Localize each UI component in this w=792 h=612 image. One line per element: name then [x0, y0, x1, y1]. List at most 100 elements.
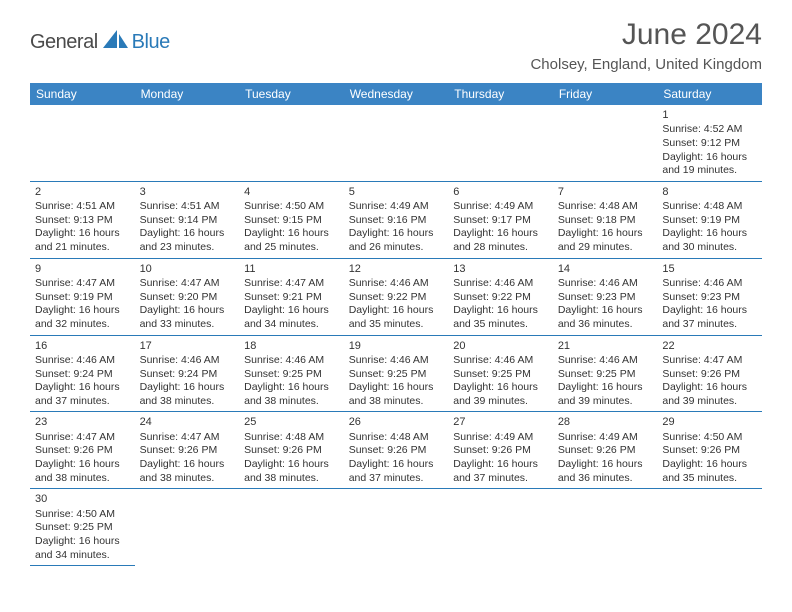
sunset-line: Sunset: 9:22 PM	[349, 291, 444, 305]
calendar-cell: 24Sunrise: 4:47 AMSunset: 9:26 PMDayligh…	[135, 412, 240, 489]
month-title: June 2024	[530, 18, 762, 52]
calendar-body: 1Sunrise: 4:52 AMSunset: 9:12 PMDaylight…	[30, 105, 762, 566]
sunset-line: Sunset: 9:18 PM	[558, 214, 653, 228]
calendar-cell: 22Sunrise: 4:47 AMSunset: 9:26 PMDayligh…	[657, 335, 762, 412]
sunset-line: Sunset: 9:20 PM	[140, 291, 235, 305]
calendar-cell	[30, 105, 135, 181]
sunrise-line: Sunrise: 4:47 AM	[35, 431, 130, 445]
daylight-line: Daylight: 16 hours and 19 minutes.	[662, 151, 757, 178]
calendar-cell	[344, 105, 449, 181]
sunset-line: Sunset: 9:19 PM	[662, 214, 757, 228]
calendar-cell: 16Sunrise: 4:46 AMSunset: 9:24 PMDayligh…	[30, 335, 135, 412]
calendar-cell	[344, 489, 449, 566]
day-number: 13	[453, 262, 548, 276]
calendar-header-row: SundayMondayTuesdayWednesdayThursdayFrid…	[30, 83, 762, 105]
calendar-cell: 12Sunrise: 4:46 AMSunset: 9:22 PMDayligh…	[344, 258, 449, 335]
sunrise-line: Sunrise: 4:49 AM	[558, 431, 653, 445]
sunrise-line: Sunrise: 4:47 AM	[140, 277, 235, 291]
sunrise-line: Sunrise: 4:46 AM	[453, 354, 548, 368]
day-number: 24	[140, 415, 235, 429]
sunrise-line: Sunrise: 4:46 AM	[453, 277, 548, 291]
calendar-cell: 10Sunrise: 4:47 AMSunset: 9:20 PMDayligh…	[135, 258, 240, 335]
sunrise-line: Sunrise: 4:50 AM	[662, 431, 757, 445]
calendar-cell	[239, 489, 344, 566]
daylight-line: Daylight: 16 hours and 38 minutes.	[244, 381, 339, 408]
daylight-line: Daylight: 16 hours and 21 minutes.	[35, 227, 130, 254]
sunrise-line: Sunrise: 4:46 AM	[140, 354, 235, 368]
calendar-cell: 17Sunrise: 4:46 AMSunset: 9:24 PMDayligh…	[135, 335, 240, 412]
calendar-cell: 8Sunrise: 4:48 AMSunset: 9:19 PMDaylight…	[657, 181, 762, 258]
logo: General Blue	[30, 30, 170, 55]
day-number: 20	[453, 339, 548, 353]
sunset-line: Sunset: 9:24 PM	[35, 368, 130, 382]
sunset-line: Sunset: 9:25 PM	[244, 368, 339, 382]
day-number: 11	[244, 262, 339, 276]
calendar-cell: 25Sunrise: 4:48 AMSunset: 9:26 PMDayligh…	[239, 412, 344, 489]
calendar-cell	[135, 489, 240, 566]
calendar-cell: 19Sunrise: 4:46 AMSunset: 9:25 PMDayligh…	[344, 335, 449, 412]
header: General Blue June 2024 Cholsey, England,…	[30, 18, 762, 73]
day-header: Saturday	[657, 83, 762, 105]
sunrise-line: Sunrise: 4:49 AM	[453, 431, 548, 445]
calendar-cell: 3Sunrise: 4:51 AMSunset: 9:14 PMDaylight…	[135, 181, 240, 258]
sunrise-line: Sunrise: 4:47 AM	[35, 277, 130, 291]
daylight-line: Daylight: 16 hours and 38 minutes.	[140, 381, 235, 408]
calendar-cell	[135, 105, 240, 181]
location-subtitle: Cholsey, England, United Kingdom	[530, 56, 762, 73]
sunset-line: Sunset: 9:25 PM	[35, 521, 130, 535]
sunset-line: Sunset: 9:26 PM	[35, 444, 130, 458]
day-header: Thursday	[448, 83, 553, 105]
sunrise-line: Sunrise: 4:47 AM	[244, 277, 339, 291]
calendar-cell: 1Sunrise: 4:52 AMSunset: 9:12 PMDaylight…	[657, 105, 762, 181]
calendar-cell: 7Sunrise: 4:48 AMSunset: 9:18 PMDaylight…	[553, 181, 658, 258]
calendar-cell: 11Sunrise: 4:47 AMSunset: 9:21 PMDayligh…	[239, 258, 344, 335]
day-number: 12	[349, 262, 444, 276]
calendar-cell	[239, 105, 344, 181]
calendar-row: 9Sunrise: 4:47 AMSunset: 9:19 PMDaylight…	[30, 258, 762, 335]
calendar-cell: 2Sunrise: 4:51 AMSunset: 9:13 PMDaylight…	[30, 181, 135, 258]
daylight-line: Daylight: 16 hours and 34 minutes.	[35, 535, 130, 562]
sunrise-line: Sunrise: 4:48 AM	[349, 431, 444, 445]
sunrise-line: Sunrise: 4:48 AM	[662, 200, 757, 214]
daylight-line: Daylight: 16 hours and 23 minutes.	[140, 227, 235, 254]
sunrise-line: Sunrise: 4:51 AM	[35, 200, 130, 214]
sunrise-line: Sunrise: 4:46 AM	[35, 354, 130, 368]
daylight-line: Daylight: 16 hours and 29 minutes.	[558, 227, 653, 254]
daylight-line: Daylight: 16 hours and 38 minutes.	[35, 458, 130, 485]
daylight-line: Daylight: 16 hours and 35 minutes.	[349, 304, 444, 331]
day-number: 22	[662, 339, 757, 353]
daylight-line: Daylight: 16 hours and 39 minutes.	[453, 381, 548, 408]
sunset-line: Sunset: 9:26 PM	[244, 444, 339, 458]
day-number: 28	[558, 415, 653, 429]
calendar-cell: 20Sunrise: 4:46 AMSunset: 9:25 PMDayligh…	[448, 335, 553, 412]
calendar-table: SundayMondayTuesdayWednesdayThursdayFrid…	[30, 83, 762, 566]
calendar-cell	[657, 489, 762, 566]
day-header: Monday	[135, 83, 240, 105]
title-block: June 2024 Cholsey, England, United Kingd…	[530, 18, 762, 73]
day-header: Sunday	[30, 83, 135, 105]
daylight-line: Daylight: 16 hours and 36 minutes.	[558, 304, 653, 331]
sunset-line: Sunset: 9:24 PM	[140, 368, 235, 382]
daylight-line: Daylight: 16 hours and 25 minutes.	[244, 227, 339, 254]
day-number: 9	[35, 262, 130, 276]
calendar-cell: 26Sunrise: 4:48 AMSunset: 9:26 PMDayligh…	[344, 412, 449, 489]
day-number: 29	[662, 415, 757, 429]
sunset-line: Sunset: 9:23 PM	[558, 291, 653, 305]
sunset-line: Sunset: 9:16 PM	[349, 214, 444, 228]
calendar-cell: 27Sunrise: 4:49 AMSunset: 9:26 PMDayligh…	[448, 412, 553, 489]
daylight-line: Daylight: 16 hours and 37 minutes.	[35, 381, 130, 408]
calendar-cell: 14Sunrise: 4:46 AMSunset: 9:23 PMDayligh…	[553, 258, 658, 335]
calendar-cell: 9Sunrise: 4:47 AMSunset: 9:19 PMDaylight…	[30, 258, 135, 335]
daylight-line: Daylight: 16 hours and 38 minutes.	[244, 458, 339, 485]
daylight-line: Daylight: 16 hours and 32 minutes.	[35, 304, 130, 331]
sunset-line: Sunset: 9:26 PM	[349, 444, 444, 458]
day-number: 26	[349, 415, 444, 429]
calendar-cell: 28Sunrise: 4:49 AMSunset: 9:26 PMDayligh…	[553, 412, 658, 489]
daylight-line: Daylight: 16 hours and 37 minutes.	[662, 304, 757, 331]
calendar-cell: 21Sunrise: 4:46 AMSunset: 9:25 PMDayligh…	[553, 335, 658, 412]
daylight-line: Daylight: 16 hours and 30 minutes.	[662, 227, 757, 254]
day-number: 3	[140, 185, 235, 199]
day-number: 7	[558, 185, 653, 199]
sunrise-line: Sunrise: 4:52 AM	[662, 123, 757, 137]
day-number: 21	[558, 339, 653, 353]
